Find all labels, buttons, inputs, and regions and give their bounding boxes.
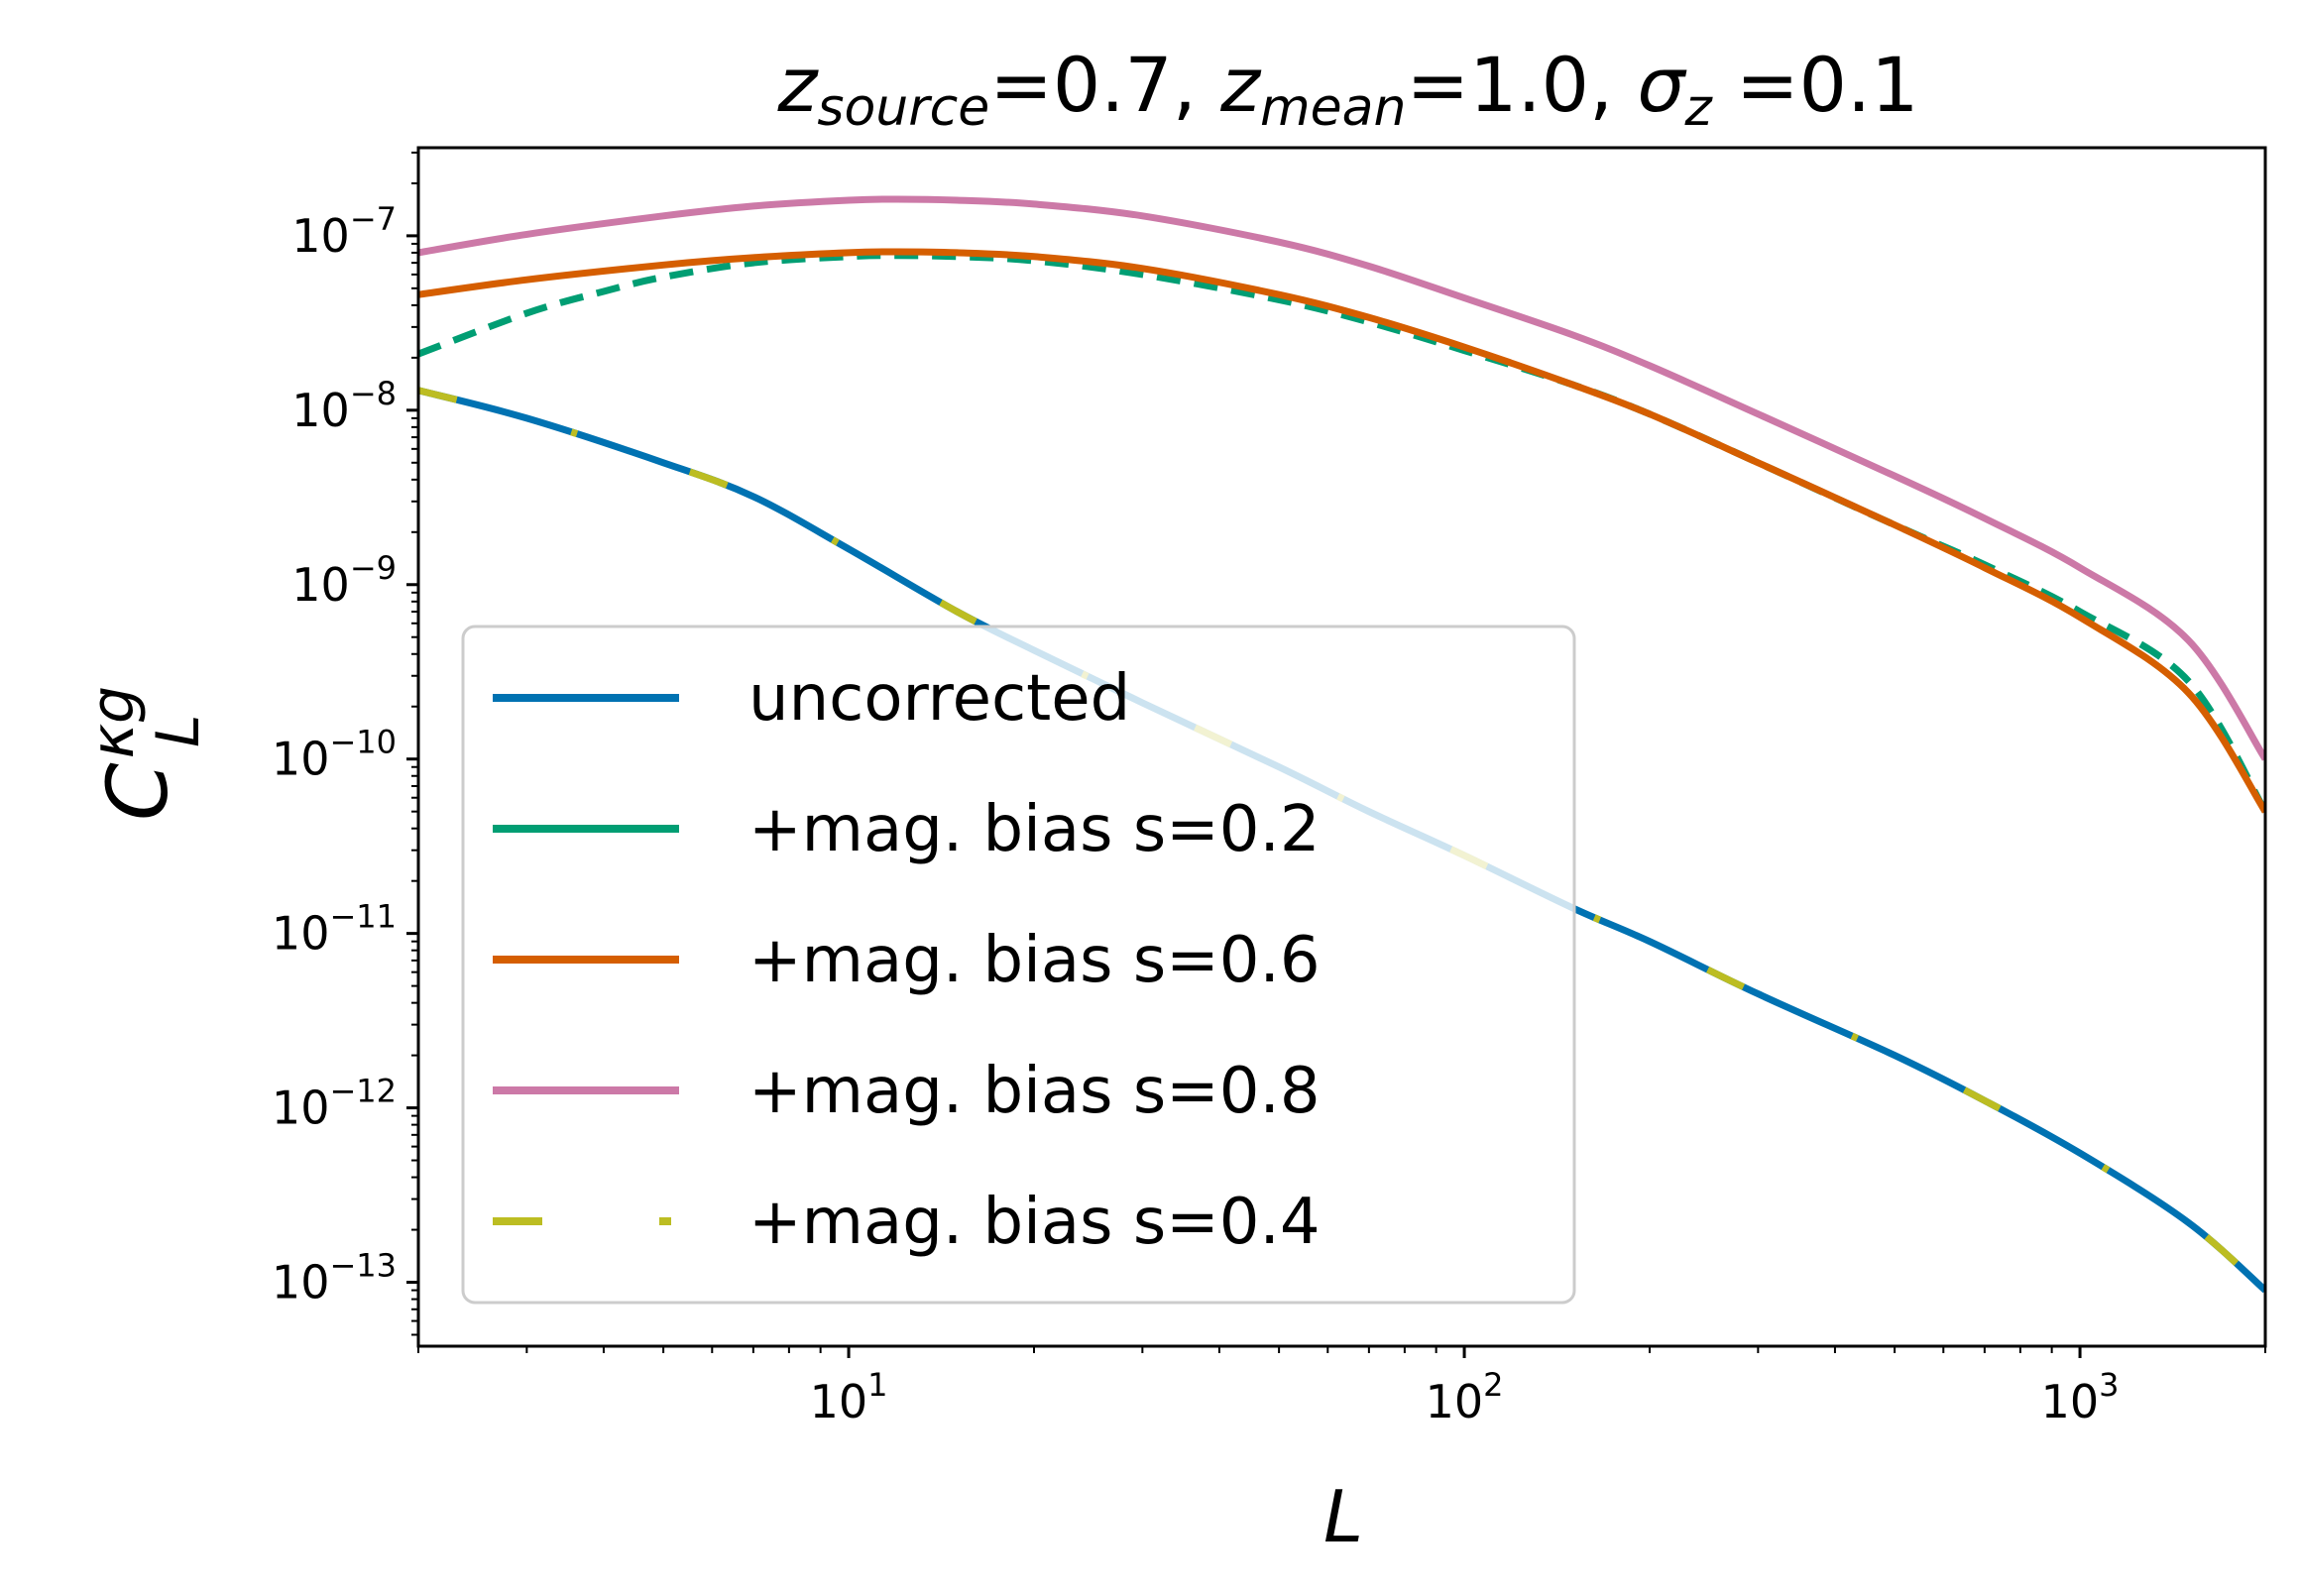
x-ticks: 101 102 103 — [810, 1346, 2120, 1428]
legend-label-2: +mag. bias s=0.6 — [748, 924, 1321, 997]
title-z-source-value: =0.7, — [989, 41, 1220, 129]
title-sigma-sub: z — [1684, 78, 1714, 138]
title-z-mean-value: =1.0, — [1406, 41, 1637, 129]
y-label-base: C — [89, 762, 186, 821]
x-tick-label-2: 103 — [2041, 1366, 2120, 1428]
title-z-mean: z — [1219, 41, 1262, 129]
title-sigma-value: =0.1 — [1712, 41, 1919, 129]
legend-label-0: uncorrected — [748, 662, 1130, 736]
x-axis-label: L — [1323, 1475, 1363, 1558]
y-tick-label-1: 10−8 — [291, 375, 397, 437]
y-tick-label-5: 10−12 — [272, 1073, 397, 1135]
y-tick-label-6: 10−13 — [272, 1247, 397, 1310]
title-sigma: σ — [1637, 41, 1687, 129]
y-tick-label-2: 10−9 — [291, 549, 397, 612]
legend-label-1: +mag. bias s=0.2 — [748, 793, 1321, 866]
title-z-mean-sub: mean — [1260, 78, 1406, 138]
title-z-source: z — [776, 41, 819, 129]
y-label-sub: L — [144, 715, 213, 747]
legend-box — [461, 625, 1576, 1305]
y-tick-label-4: 10−11 — [272, 898, 397, 961]
y-tick-label-3: 10−10 — [272, 724, 397, 786]
plot-frame — [416, 146, 2267, 1348]
series-line-3 — [418, 195, 2265, 761]
series-line-4 — [418, 387, 2265, 1294]
legend: uncorrected +mag. bias s=0.2 +mag. bias s=… — [461, 625, 1576, 1305]
x-tick-label-0: 101 — [810, 1366, 888, 1428]
y-label-sup: κg — [78, 686, 148, 758]
legend-label-3: +mag. bias s=0.8 — [748, 1055, 1321, 1128]
y-tick-label-0: 10−7 — [291, 200, 397, 263]
series-line-2 — [418, 248, 2265, 814]
y-axis-label: CκgL — [78, 686, 213, 821]
legend-label-4: +mag. bias s=0.4 — [748, 1186, 1321, 1259]
title-z-source-sub: source — [817, 78, 989, 138]
y-ticks: 10−7 10−8 10−9 10−10 10−11 10−12 10−13 — [272, 200, 418, 1310]
x-tick-label-1: 102 — [1426, 1366, 1504, 1428]
chart-title: zsource=0.7, zmean=1.0, σz =0.1 — [776, 41, 1918, 138]
